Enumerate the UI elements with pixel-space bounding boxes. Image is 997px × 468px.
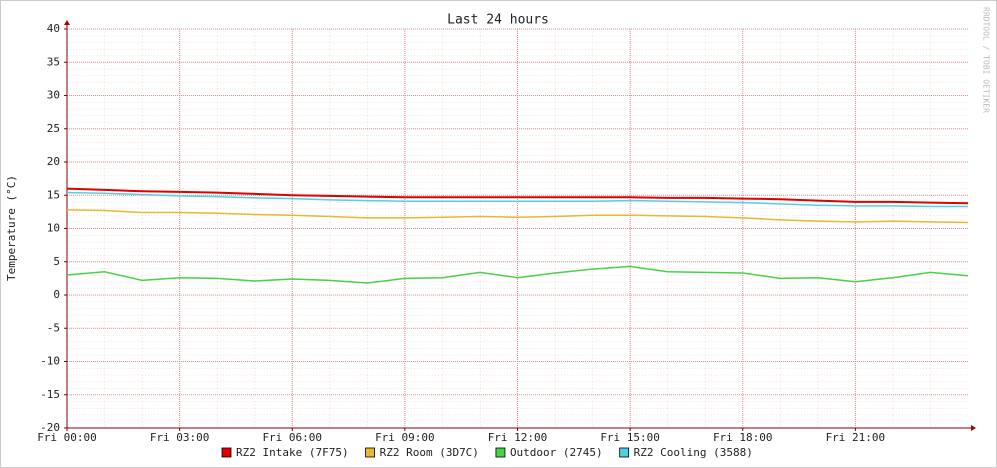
y-tick-label: 0 <box>53 288 60 301</box>
x-tick-label: Fri 06:00 <box>262 431 322 444</box>
legend-label: RZ2 Room (3D7C) <box>380 446 479 459</box>
y-tick-label: -5 <box>47 321 60 334</box>
y-tick-label: 40 <box>47 22 60 35</box>
y-tick-label: -20 <box>40 421 60 434</box>
arrow <box>971 425 976 431</box>
x-tick-label: Fri 09:00 <box>375 431 435 444</box>
x-tick-label: Fri 00:00 <box>37 431 97 444</box>
y-axis-label: Temperature (°C) <box>5 175 18 281</box>
chart-title: Last 24 hours <box>447 13 549 28</box>
legend-swatch <box>495 447 506 458</box>
legend-swatch <box>221 447 232 458</box>
y-tick-label: 25 <box>47 122 60 135</box>
legend-label: RZ2 Intake (7F75) <box>236 446 349 459</box>
y-tick-label: 20 <box>47 155 60 168</box>
legend-swatch <box>365 447 375 458</box>
series-line <box>66 209 969 224</box>
x-tick-label: Fri 15:00 <box>600 431 660 444</box>
y-tick-label: -15 <box>40 388 60 401</box>
series-line <box>66 265 969 284</box>
legend-label: Outdoor (2745) <box>510 446 603 459</box>
series-line <box>66 191 968 208</box>
y-tick-label: 35 <box>47 55 60 68</box>
legend-swatch <box>619 447 630 458</box>
arrow <box>64 20 70 25</box>
y-tick-label: -10 <box>40 355 60 368</box>
legend-label: RZ2 Cooling (3588) <box>634 446 753 459</box>
x-tick-label: Fri 03:00 <box>150 431 210 444</box>
watermark: RRDTOOL / TOBI OETIKER <box>982 7 991 113</box>
x-tick-label: Fri 18:00 <box>713 431 773 444</box>
series-line <box>66 187 969 205</box>
y-tick-label: 15 <box>47 188 60 201</box>
x-tick-label: Fri 12:00 <box>488 431 548 444</box>
x-tick-label: Fri 21:00 <box>826 431 886 444</box>
y-tick-label: 5 <box>53 255 60 268</box>
y-tick-label: 10 <box>47 222 60 235</box>
y-tick-label: 30 <box>47 89 60 102</box>
